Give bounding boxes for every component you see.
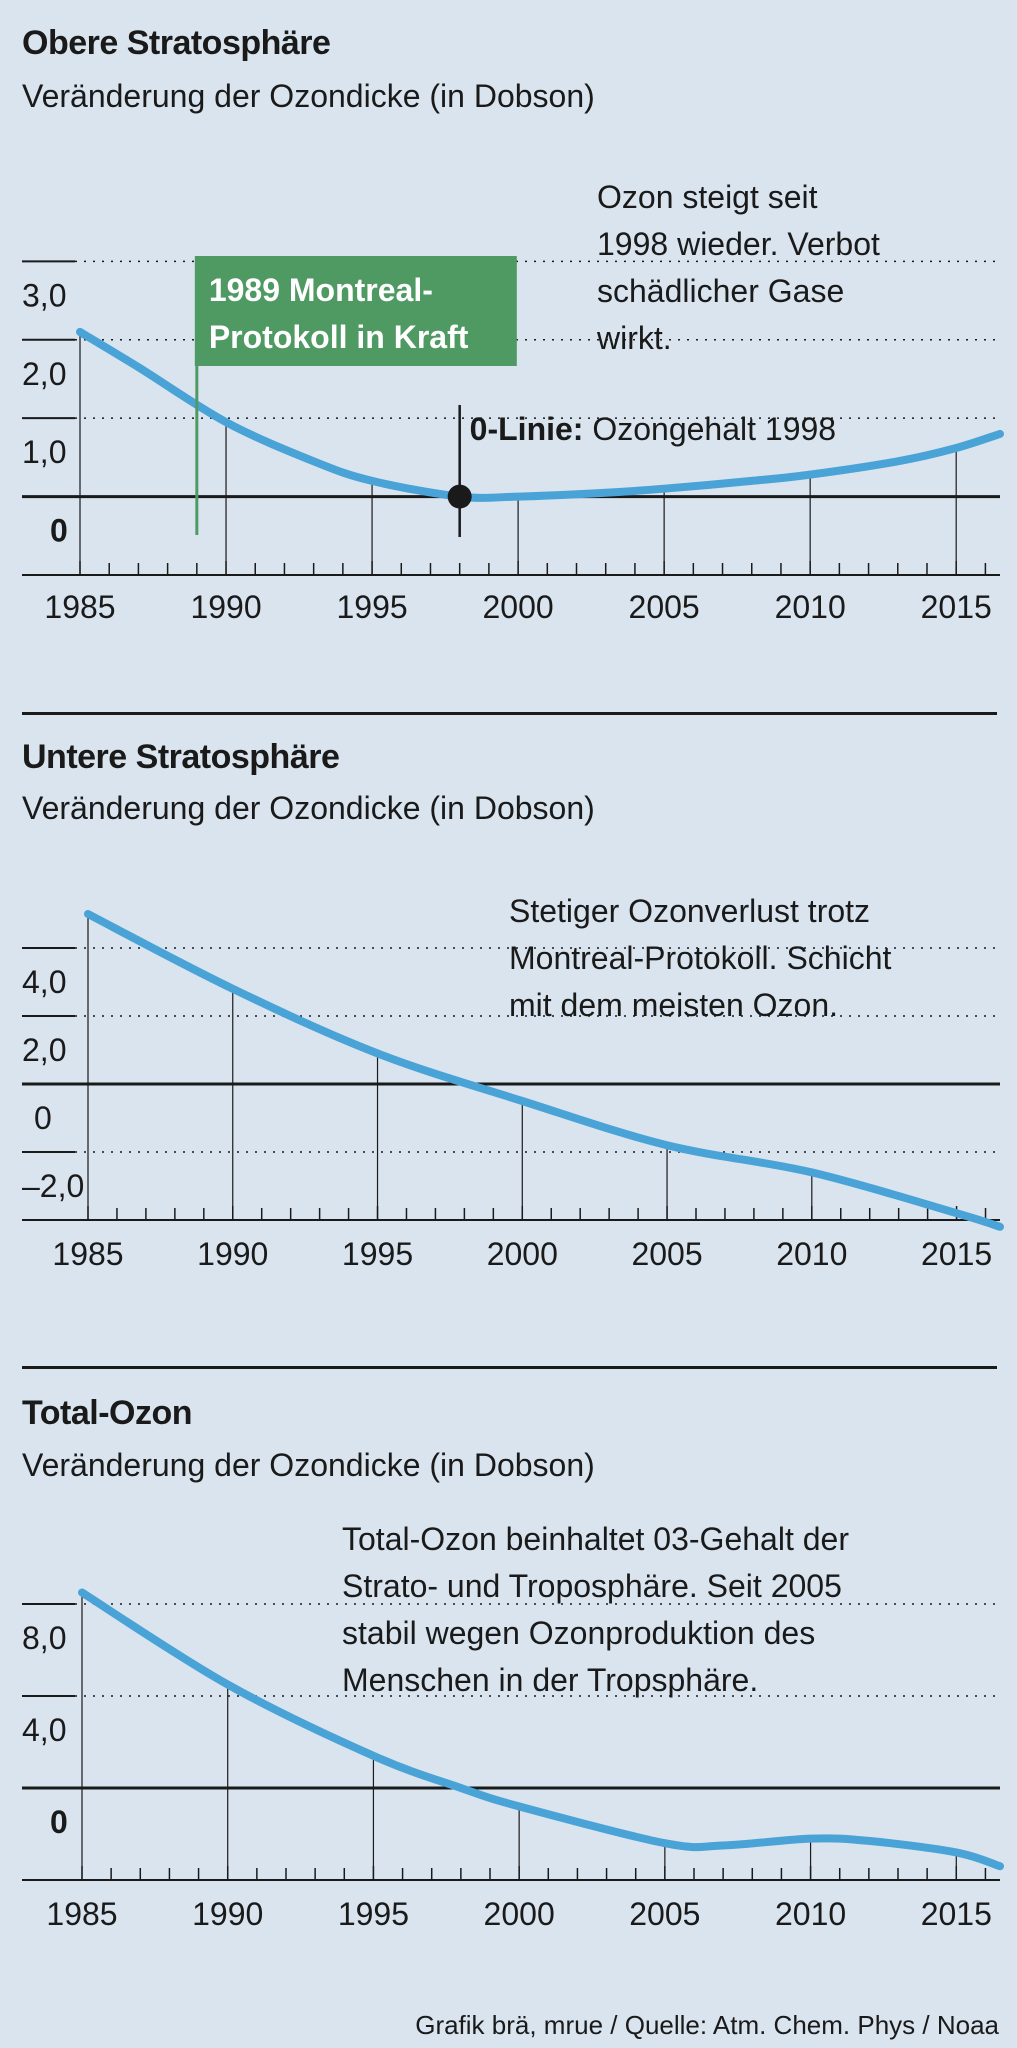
y-tick-label: 0: [50, 1804, 68, 1840]
y-tick-label: –2,0: [22, 1168, 84, 1204]
note-line: mit dem meisten Ozon.: [509, 987, 838, 1023]
y-tick-label: 2,0: [22, 1032, 66, 1068]
chart-note: Total-Ozon beinhaltet 03-Gehalt der Stra…: [342, 1516, 849, 1704]
section-divider: [22, 712, 997, 715]
zero-line-label: 0-Linie: Ozongehalt 1998: [470, 411, 836, 447]
y-tick-label: 4,0: [22, 964, 66, 1000]
chart-subtitle: Veränderung der Ozondicke (in Dobson): [22, 1447, 595, 1483]
x-tick-label: 2005: [629, 1896, 700, 1932]
y-tick-label: 8,0: [22, 1620, 66, 1656]
y-tick-label: 1,0: [22, 434, 66, 470]
x-tick-label: 2015: [921, 589, 992, 625]
x-tick-label: 1985: [44, 589, 115, 625]
chart-title: Obere Stratosphäre: [22, 24, 331, 62]
x-tick-label: 2010: [775, 1896, 846, 1932]
x-tick-label: 2005: [631, 1236, 702, 1272]
series-line: [84, 910, 1004, 1231]
x-tick-label: 1995: [336, 589, 407, 625]
note-line: Menschen in der Tropsphäre.: [342, 1662, 759, 1698]
zero-line-label-bold: 0-Linie:: [470, 411, 593, 447]
x-tick-label: 2010: [776, 1236, 847, 1272]
note-line: 1998 wieder. Verbot: [597, 226, 880, 262]
chart-title: Total-Ozon: [22, 1394, 193, 1432]
note-line: Ozon steigt seit: [597, 179, 818, 215]
zero-reference-dot: [447, 484, 472, 509]
line-chart-obere: 3,0 2,0 1,0 0 1985 1990 1995 2000 2005 2010 2015 19…: [22, 256, 1004, 625]
y-tick-label: 4,0: [22, 1712, 66, 1748]
series-line: [76, 327, 1004, 502]
x-tick-label: 1985: [46, 1896, 117, 1932]
protocol-label-box: [194, 256, 517, 366]
x-tick-label: 2015: [921, 1236, 992, 1272]
chart-subtitle: Veränderung der Ozondicke (in Dobson): [22, 790, 595, 826]
section-divider: [22, 1366, 997, 1369]
zero-line-label-text: Ozongehalt 1998: [592, 411, 836, 447]
chart-title: Untere Stratosphäre: [22, 738, 340, 776]
x-tick-label: 1990: [190, 589, 261, 625]
y-tick-label: 3,0: [22, 277, 66, 313]
x-tick-label: 2000: [484, 1896, 555, 1932]
line-chart-untere: 4,0 2,0 0 –2,0 1985 1990 1995 2000 2005 2010 2015: [22, 910, 1004, 1272]
note-line: Stetiger Ozonverlust trotz: [509, 893, 871, 929]
note-line: wirkt.: [597, 320, 672, 356]
note-line: stabil wegen Ozonproduktion des: [342, 1615, 816, 1651]
y-tick-label: 0: [34, 1100, 52, 1136]
x-tick-label: 1995: [342, 1236, 413, 1272]
note-line: Total-Ozon beinhaltet 03-Gehalt der: [342, 1521, 849, 1557]
y-tick-label: 2,0: [22, 356, 66, 392]
x-tick-label: 2000: [487, 1236, 558, 1272]
chart-note: Ozon steigt seit 1998 wieder. Verbot sch…: [597, 174, 880, 362]
x-tick-label: 1995: [338, 1896, 409, 1932]
series-line: [78, 1588, 1004, 1871]
note-line: Montreal-Protokoll. Schicht: [509, 940, 892, 976]
protocol-label-line: 1989 Montreal-: [209, 272, 433, 308]
x-tick-label: 1990: [192, 1896, 263, 1932]
x-tick-label: 2000: [483, 589, 554, 625]
note-line: Strato- und Troposphäre. Seit 2005: [342, 1568, 842, 1604]
note-line: schädlicher Gase: [597, 273, 845, 309]
x-tick-label: 2005: [629, 589, 700, 625]
x-tick-label: 1990: [197, 1236, 268, 1272]
x-tick-label: 1985: [52, 1236, 123, 1272]
y-tick-label: 0: [50, 513, 68, 549]
line-chart-total: 8,0 4,0 0 1985 1990 1995 2000 2005 2010 2015: [22, 1588, 1004, 1932]
chart-subtitle: Veränderung der Ozondicke (in Dobson): [22, 78, 595, 114]
x-tick-label: 2015: [921, 1896, 992, 1932]
protocol-label-line: Protokoll in Kraft: [209, 319, 469, 355]
source-credit: Grafik brä, mrue / Quelle: Atm. Chem. Ph…: [415, 2010, 999, 2040]
chart-note: Stetiger Ozonverlust trotz Montreal-Prot…: [509, 888, 891, 1029]
x-tick-label: 2010: [775, 589, 846, 625]
